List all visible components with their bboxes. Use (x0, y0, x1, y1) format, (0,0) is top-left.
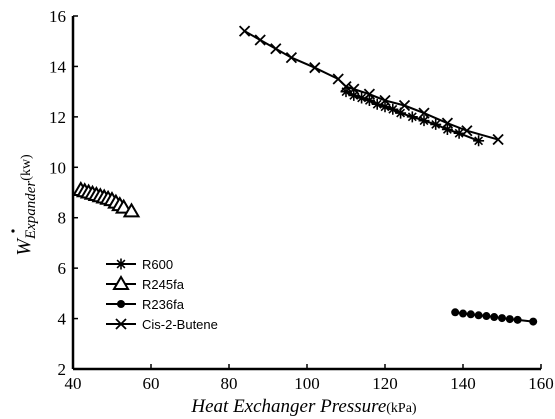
legend-item: Cis-2-Butene (106, 317, 218, 332)
series-r600 (340, 86, 485, 147)
legend-item: R236fa (106, 297, 185, 312)
data-point-x (270, 43, 282, 55)
ticks: 40 60 80 100 120 140 160 2 4 6 8 10 12 14 16 (49, 7, 554, 393)
data-point-asterisk (363, 94, 375, 106)
data-point-triangle (122, 202, 141, 218)
x-tick-label: 160 (528, 374, 554, 393)
data-point-triangle (114, 198, 133, 214)
data-point-circle (490, 313, 499, 322)
x-tick-label: 80 (221, 374, 238, 393)
data-point-asterisk (115, 258, 127, 270)
legend-label: R600 (142, 257, 173, 272)
x-tick-label: 60 (143, 374, 160, 393)
series-group (72, 25, 538, 326)
data-point-x (115, 318, 127, 330)
y-axis-label: WExpander(kw) (11, 154, 39, 256)
y-axis-label-subscript: Expander (23, 181, 39, 240)
x-tick-label: 40 (65, 374, 82, 393)
x-axis-label: Heat Exchanger Pressure(kPa) (190, 396, 417, 417)
series-line (244, 30, 499, 141)
x-axis-label-unit: (kPa) (386, 401, 417, 416)
data-point-triangle (112, 275, 130, 290)
data-point-circle (513, 315, 522, 324)
data-point-x (379, 94, 391, 107)
y-tick-label: 10 (49, 158, 66, 177)
data-point-x (238, 25, 251, 37)
data-point-x (340, 80, 352, 93)
legend-label: R236fa (142, 297, 185, 312)
data-point-asterisk (348, 89, 360, 101)
data-point-circle (474, 311, 483, 320)
data-point-circle (505, 315, 514, 324)
svg-text:WExpander(kw): WExpander(kw) (13, 154, 39, 256)
data-point-x (492, 133, 504, 146)
data-point-circle (482, 312, 491, 321)
data-point-asterisk (395, 107, 407, 119)
y-tick-label: 2 (58, 360, 67, 379)
x-tick-label: 140 (450, 374, 476, 393)
y-tick-label: 4 (58, 310, 67, 329)
data-point-circle (459, 309, 467, 318)
data-point-asterisk (340, 86, 352, 98)
legend-item: R245fa (106, 275, 185, 292)
data-point-x (418, 107, 430, 119)
data-point-asterisk (371, 98, 383, 110)
y-tick-label: 12 (49, 108, 66, 127)
data-point-asterisk (453, 127, 465, 139)
data-point-x (398, 99, 411, 112)
y-tick-label: 6 (58, 259, 67, 278)
y-axis-label-base: W (13, 237, 35, 256)
y-axis-label-unit: (kw) (19, 154, 34, 181)
data-point-x (348, 83, 360, 95)
data-point-asterisk (430, 118, 442, 130)
data-point-asterisk (406, 111, 418, 123)
y-tick-label: 16 (49, 7, 66, 26)
legend-item: R600 (106, 257, 173, 272)
data-point-circle (117, 300, 125, 308)
data-point-asterisk (387, 103, 399, 115)
data-point-asterisk (356, 92, 368, 104)
x-tick-label: 120 (372, 374, 398, 393)
data-point-circle (451, 308, 460, 317)
data-point-asterisk (441, 123, 453, 135)
legend: R600 R245fa R236fa Cis-2-Butene (106, 257, 218, 332)
data-point-circle (529, 317, 538, 326)
series-r236fa (451, 308, 538, 326)
legend-label: R245fa (142, 277, 185, 292)
data-point-x (285, 51, 298, 64)
data-point-circle (466, 310, 475, 319)
y-tick-label: 8 (58, 209, 67, 228)
data-point-asterisk (473, 135, 485, 147)
data-point-x (441, 117, 454, 129)
y-axis-label-dot (11, 229, 15, 233)
x-tick-label: 100 (294, 374, 320, 393)
data-point-circle (498, 314, 506, 323)
series-cis-2-butene (238, 25, 504, 146)
data-point-asterisk (418, 115, 430, 127)
data-point-x (461, 125, 473, 137)
data-point-x (363, 88, 376, 100)
y-tick-label: 14 (49, 57, 67, 76)
legend-label: Cis-2-Butene (142, 317, 218, 332)
data-point-x (309, 62, 321, 74)
data-point-asterisk (379, 101, 391, 113)
series-r245fa (72, 180, 141, 218)
x-axis-label-main: Heat Exchanger Pressure (190, 396, 386, 417)
data-point-x (254, 34, 266, 46)
